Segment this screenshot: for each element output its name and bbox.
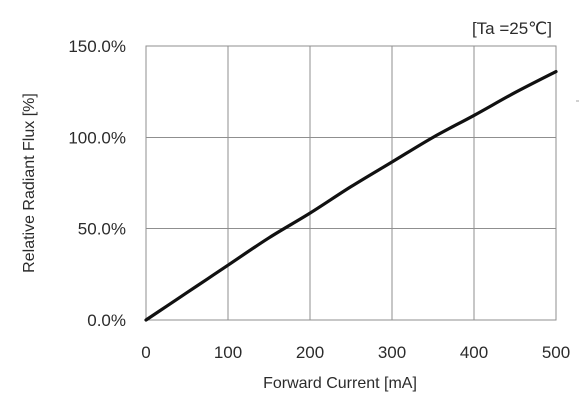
y-tick-label: 0.0% [87,311,126,330]
y-axis-title: Relative Radiant Flux [%] [21,93,38,273]
x-tick-label: 400 [460,343,488,362]
x-tick-label: 0 [141,343,150,362]
x-tick-label: 100 [214,343,242,362]
temperature-condition-label: [Ta =25℃] [472,19,552,38]
x-tick-label: 300 [378,343,406,362]
y-tick-labels: 0.0% 50.0% 100.0% 150.0% [68,37,126,330]
x-tick-label: 500 [542,343,570,362]
x-tick-labels: 0 100 200 300 400 500 [141,343,570,362]
radiant-flux-curve-line [146,72,556,320]
x-tick-label: 200 [296,343,324,362]
y-tick-label: 150.0% [68,37,126,56]
x-axis-title: Forward Current [mA] [263,375,417,392]
y-tick-label: 50.0% [78,220,126,239]
y-tick-label: 100.0% [68,128,126,147]
